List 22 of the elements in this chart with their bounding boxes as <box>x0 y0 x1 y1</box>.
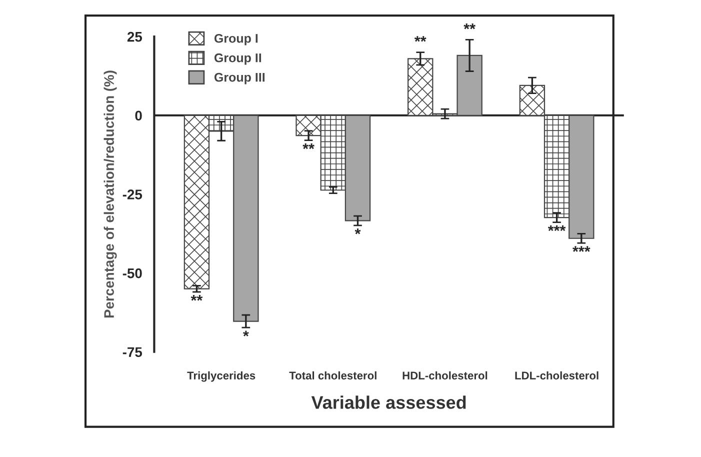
data-label: * <box>354 228 361 234</box>
data-label: *** <box>572 246 590 252</box>
data-label: ** <box>414 36 426 42</box>
data-label: * <box>242 330 249 336</box>
data-label: ** <box>190 295 203 301</box>
y-tick-label: -75 <box>122 347 142 358</box>
y-tick-label: -25 <box>122 190 142 200</box>
legend-label: Group II <box>214 53 262 65</box>
data-label: *** <box>548 225 566 232</box>
y-tick-label: 0 <box>135 110 142 121</box>
x-tick-label: LDL-cholesterol <box>515 371 598 380</box>
legend-label: Group I <box>214 34 258 46</box>
data-label: ** <box>464 24 476 30</box>
x-axis-title: Variable assessed <box>311 396 466 409</box>
legend-label: Group III <box>214 72 265 84</box>
data-label: ** <box>302 143 314 150</box>
y-tick-label: -50 <box>122 268 142 278</box>
y-tick-label: 25 <box>127 32 142 42</box>
x-tick-label: HDL-cholesterol <box>402 371 488 380</box>
x-tick-label: Total cholesterol <box>289 371 376 380</box>
x-tick-label: Triglycerides <box>187 371 256 382</box>
y-axis-title: Percentage of elevation/reduction (%) <box>104 70 117 318</box>
